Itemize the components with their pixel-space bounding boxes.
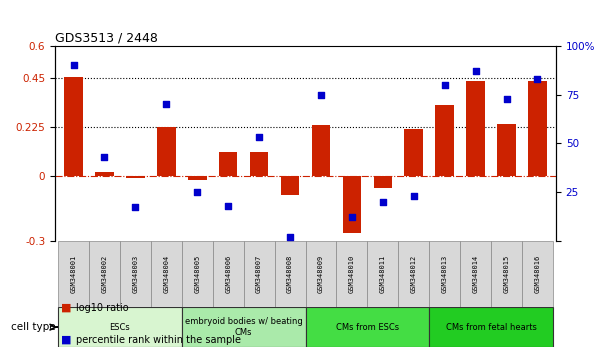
Text: GSM348006: GSM348006 <box>225 255 231 293</box>
Text: GSM348010: GSM348010 <box>349 255 355 293</box>
Bar <box>306 240 337 307</box>
Point <box>502 96 511 101</box>
Point <box>285 234 295 240</box>
Text: ■: ■ <box>61 303 71 313</box>
Text: GSM348009: GSM348009 <box>318 255 324 293</box>
Bar <box>64 78 83 176</box>
Bar <box>367 240 398 307</box>
Bar <box>497 124 516 176</box>
Point <box>192 189 202 195</box>
Bar <box>337 240 367 307</box>
Bar <box>58 240 89 307</box>
Bar <box>182 240 213 307</box>
Bar <box>312 125 330 176</box>
Point <box>470 68 480 74</box>
Text: GSM348007: GSM348007 <box>256 255 262 293</box>
Bar <box>522 240 553 307</box>
Point <box>254 135 264 140</box>
Point <box>68 63 78 68</box>
Bar <box>429 307 553 347</box>
Point <box>409 193 419 199</box>
Bar <box>281 176 299 195</box>
Bar <box>157 127 175 176</box>
Text: GSM348012: GSM348012 <box>411 255 417 293</box>
Bar <box>244 240 274 307</box>
Point <box>223 203 233 209</box>
Text: log10 ratio: log10 ratio <box>76 303 129 313</box>
Bar <box>491 240 522 307</box>
Point <box>378 199 388 205</box>
Point <box>347 215 357 220</box>
Text: GSM348001: GSM348001 <box>70 255 76 293</box>
Text: GSM348011: GSM348011 <box>380 255 386 293</box>
Text: GSM348003: GSM348003 <box>133 255 139 293</box>
Text: CMs from fetal hearts: CMs from fetal hearts <box>445 322 536 332</box>
Text: GSM348015: GSM348015 <box>503 255 510 293</box>
Text: GSM348013: GSM348013 <box>442 255 448 293</box>
Text: GSM348004: GSM348004 <box>163 255 169 293</box>
Bar <box>398 240 429 307</box>
Point <box>131 205 141 210</box>
Text: ■: ■ <box>61 335 71 345</box>
Text: GSM348016: GSM348016 <box>535 255 541 293</box>
Point <box>100 154 109 160</box>
Bar <box>58 307 182 347</box>
Bar <box>151 240 182 307</box>
Bar <box>219 152 238 176</box>
Point <box>533 76 543 82</box>
Bar <box>120 240 151 307</box>
Bar <box>213 240 244 307</box>
Text: percentile rank within the sample: percentile rank within the sample <box>76 335 241 345</box>
Bar <box>429 240 460 307</box>
Point <box>316 92 326 97</box>
Text: GSM348014: GSM348014 <box>472 255 478 293</box>
Bar <box>373 176 392 188</box>
Text: embryoid bodies w/ beating
CMs: embryoid bodies w/ beating CMs <box>185 318 302 337</box>
Point <box>161 102 171 107</box>
Bar <box>460 240 491 307</box>
Point <box>440 82 450 88</box>
Text: GSM348005: GSM348005 <box>194 255 200 293</box>
Bar <box>404 129 423 176</box>
Bar <box>528 81 547 176</box>
Text: GDS3513 / 2448: GDS3513 / 2448 <box>55 32 158 45</box>
Bar <box>126 176 145 178</box>
Bar <box>188 176 207 180</box>
Text: ESCs: ESCs <box>109 322 130 332</box>
Bar <box>306 307 429 347</box>
Bar <box>95 172 114 176</box>
Text: GSM348002: GSM348002 <box>101 255 108 293</box>
Text: CMs from ESCs: CMs from ESCs <box>336 322 399 332</box>
Bar <box>274 240 306 307</box>
Bar <box>182 307 306 347</box>
Text: GSM348008: GSM348008 <box>287 255 293 293</box>
Bar <box>436 105 454 176</box>
Bar <box>250 152 268 176</box>
Bar <box>89 240 120 307</box>
Bar <box>466 81 485 176</box>
Bar <box>343 176 361 233</box>
Text: cell type: cell type <box>11 322 56 332</box>
